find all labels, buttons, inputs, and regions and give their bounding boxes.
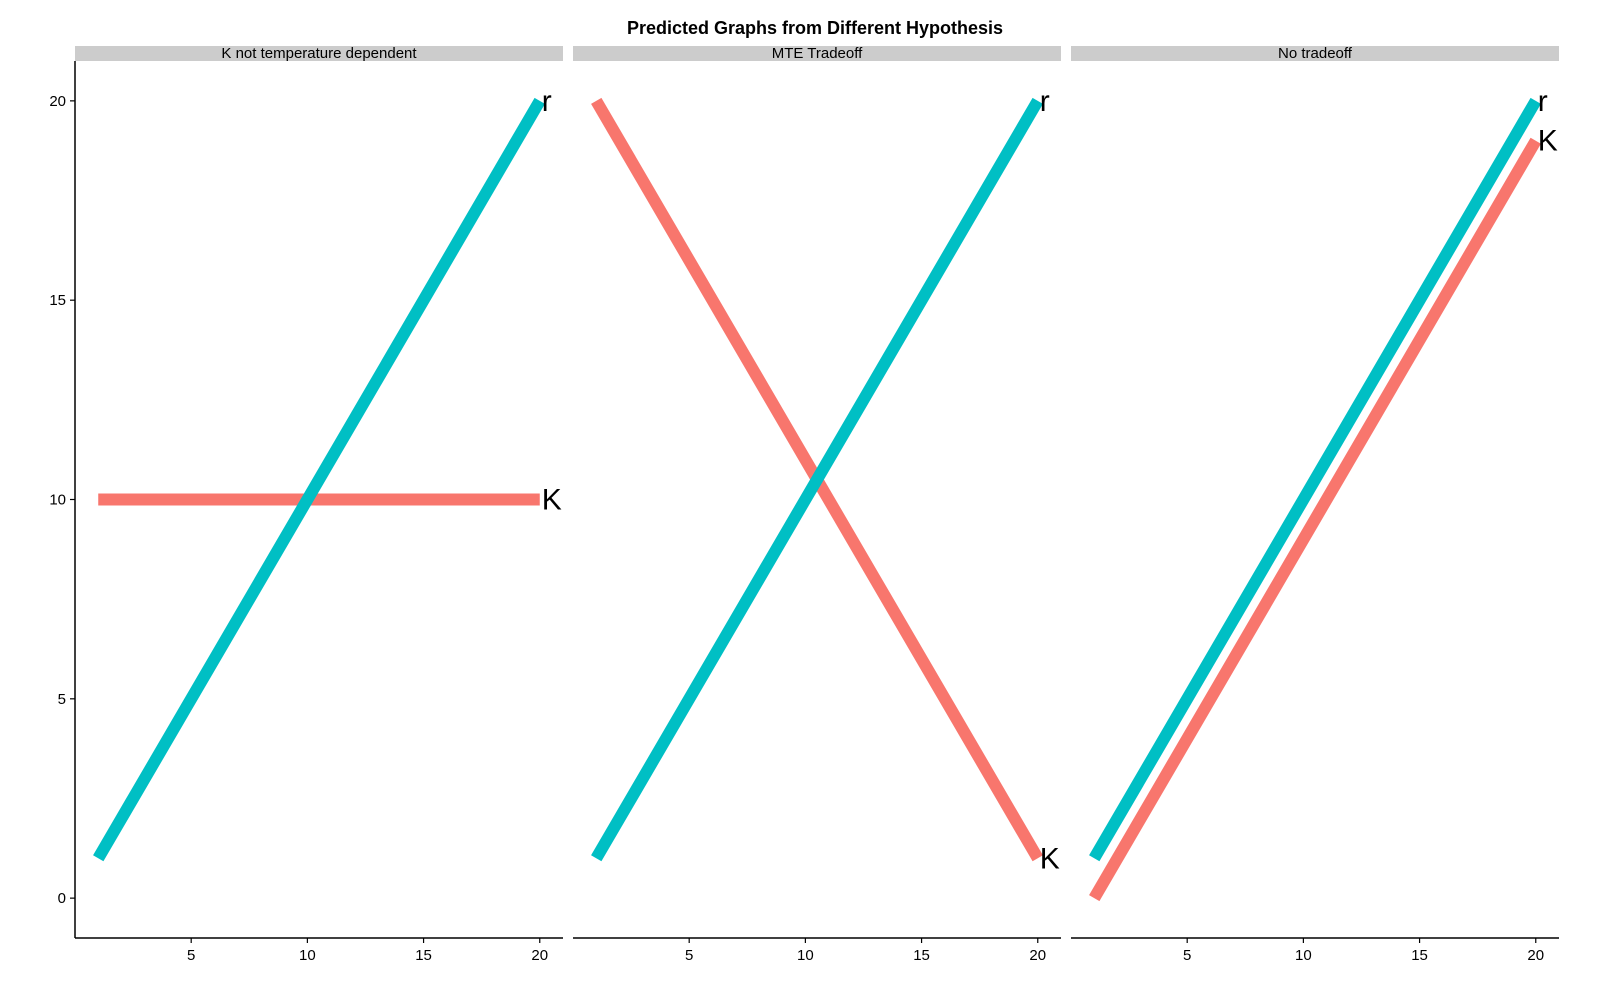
- series-line-r: [1089, 97, 1541, 862]
- series-line-K: [1089, 137, 1541, 902]
- panel-3: No tradeoff 5 10 15 20 Kr: [1071, 45, 1559, 964]
- x-tick-label: 10: [299, 947, 316, 964]
- facet-title: K not temperature dependent: [221, 45, 417, 62]
- series-end-label-r: r: [1538, 85, 1548, 118]
- y-tick-label: 5: [58, 691, 66, 708]
- facet-strip: [75, 46, 563, 61]
- panel-1: K not temperature dependent 5 10 15 20 0 5 10 15…: [49, 45, 563, 964]
- x-tick-label: 15: [415, 947, 432, 964]
- series-end-label-K: K: [1538, 125, 1558, 158]
- series-line-r: [93, 97, 545, 862]
- x-tick-label: 5: [685, 947, 693, 964]
- panel-2: MTE Tradeoff 5 10 15 20 Kr: [573, 45, 1061, 964]
- facet-title: MTE Tradeoff: [772, 45, 863, 62]
- x-tick-label: 20: [1527, 947, 1544, 964]
- series-end-label-K: K: [1040, 842, 1060, 875]
- x-tick-label: 20: [531, 947, 548, 964]
- series-line-r: [591, 97, 1043, 862]
- facet-title: No tradeoff: [1278, 45, 1353, 62]
- y-tick-label: 20: [49, 93, 66, 110]
- x-tick-label: 10: [1295, 947, 1312, 964]
- facet-strip: [1071, 46, 1559, 61]
- x-tick-label: 10: [797, 947, 814, 964]
- x-tick-label: 5: [187, 947, 195, 964]
- chart-title: Predicted Graphs from Different Hypothes…: [627, 18, 1003, 38]
- x-tick-label: 15: [1411, 947, 1428, 964]
- series-end-label-r: r: [542, 85, 552, 118]
- y-tick-label: 15: [49, 292, 66, 309]
- y-tick-label: 10: [49, 492, 66, 509]
- x-tick-label: 15: [913, 947, 930, 964]
- y-tick-label: 0: [58, 890, 66, 907]
- series-end-label-r: r: [1040, 85, 1050, 118]
- series-end-label-K: K: [542, 484, 562, 517]
- facet-strip: [573, 46, 1061, 61]
- x-tick-label: 5: [1183, 947, 1191, 964]
- x-tick-label: 20: [1029, 947, 1046, 964]
